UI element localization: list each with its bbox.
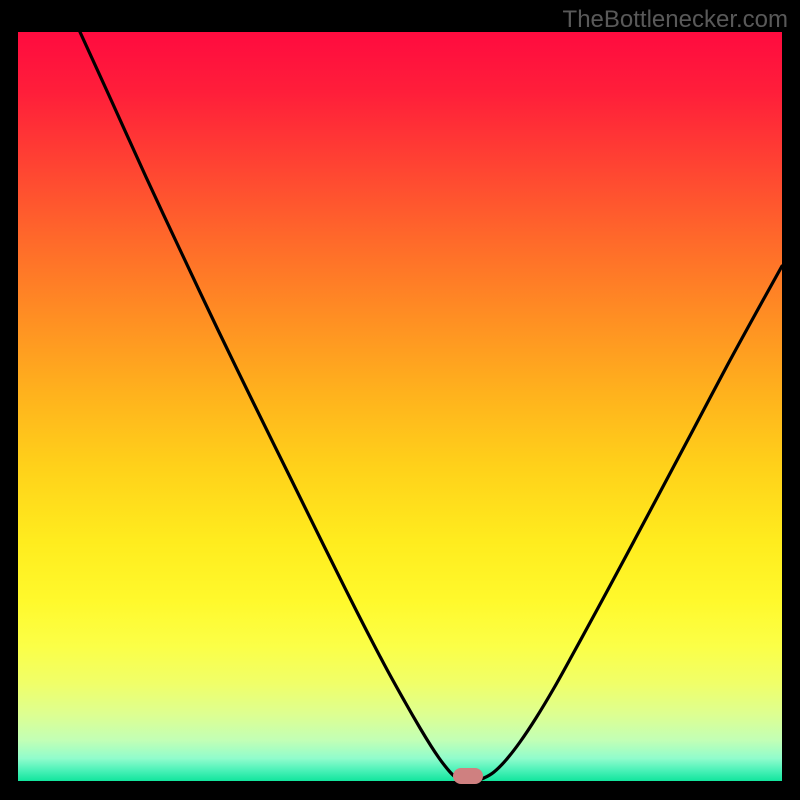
min-marker — [453, 768, 483, 784]
v-curve — [18, 32, 782, 781]
watermark-text: TheBottlenecker.com — [563, 6, 788, 34]
plot-area — [18, 32, 782, 781]
chart-frame: TheBottlenecker.com — [0, 0, 800, 800]
